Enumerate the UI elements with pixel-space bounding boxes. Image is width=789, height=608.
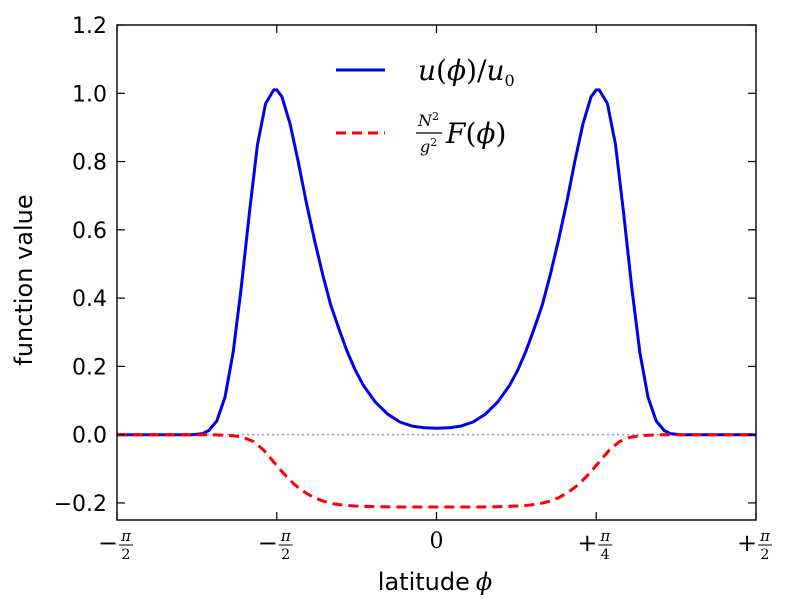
svg-text:π: π [759,527,771,545]
svg-text:4: 4 [601,547,610,563]
legend: u(ϕ)/u0 N2 g2 F(ϕ) [336,54,515,156]
y-tick-label-4: 0.6 [72,219,107,244]
svg-text:+: + [577,529,597,557]
plot-frame [116,24,757,521]
x-axis-title: latitude ϕ [378,568,492,596]
legend-label-f: N2 g2 F(ϕ) [416,110,506,156]
x-tick-label-2: 0 [430,529,444,554]
x-tick-label-4: + π 2 [737,527,772,563]
y-axis-title: function value [10,194,38,365]
y-tick-label-0: −0.2 [54,492,107,517]
svg-text:N2: N2 [417,110,439,130]
series-layer [117,88,756,509]
x-tick-label-1: − π 2 [258,527,293,563]
svg-text:+: + [737,529,757,557]
y-tick-label-1: 0.0 [72,424,107,449]
svg-text:0: 0 [430,529,444,554]
y-tick-label-5: 0.8 [72,151,107,176]
svg-text:π: π [280,527,292,545]
svg-text:π: π [599,527,611,545]
svg-text:−: − [98,529,118,557]
x-tick-labels: − π2− π20 + π4 + π2 [98,527,772,563]
series-line-0 [117,88,756,437]
svg-text:g2: g2 [420,136,437,156]
legend-label-u: u(ϕ)/u0 [418,54,515,90]
x-tick-label-0: − π 2 [98,527,133,563]
svg-text:2: 2 [281,547,290,563]
ticks-layer [116,24,757,520]
svg-text:2: 2 [761,547,770,563]
y-tick-label-7: 1.2 [72,14,107,39]
svg-text:F(ϕ): F(ϕ) [445,117,506,150]
svg-text:2: 2 [122,547,131,563]
y-tick-labels: −0.2 0.0 0.2 0.4 0.6 0.8 1.0 1.2 [54,14,107,517]
y-tick-label-2: 0.2 [72,355,107,380]
y-tick-label-3: 0.4 [72,287,107,312]
y-tick-label-6: 1.0 [72,82,107,107]
svg-text:π: π [120,527,132,545]
series-line-1 [117,433,756,509]
svg-text:−: − [258,529,278,557]
x-tick-label-3: + π 4 [577,527,613,563]
